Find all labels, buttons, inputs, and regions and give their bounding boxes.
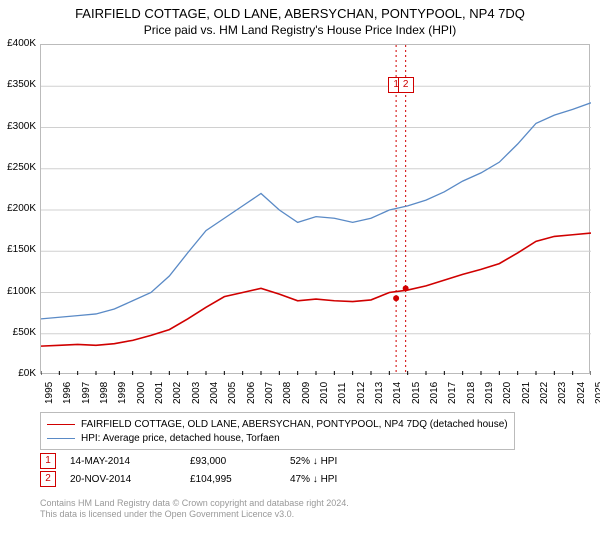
x-tick-label: 2008 — [282, 382, 293, 404]
y-tick-label: £50K — [0, 327, 36, 338]
x-tick-label: 2023 — [557, 382, 568, 404]
data-point-row: 1 14-MAY-2014£93,00052% ↓ HPI — [40, 452, 410, 470]
x-tick-label: 2019 — [484, 382, 495, 404]
x-tick-label: 1995 — [44, 382, 55, 404]
x-tick-label: 2012 — [356, 382, 367, 404]
data-point-date: 14-MAY-2014 — [70, 456, 190, 467]
chart-title: FAIRFIELD COTTAGE, OLD LANE, ABERSYCHAN,… — [0, 0, 600, 21]
x-tick-label: 2024 — [576, 382, 587, 404]
data-point-row: 2 20-NOV-2014£104,99547% ↓ HPI — [40, 470, 410, 488]
license-text: Contains HM Land Registry data © Crown c… — [40, 498, 349, 521]
data-point-price: £93,000 — [190, 456, 290, 467]
license-line-1: Contains HM Land Registry data © Crown c… — [40, 498, 349, 509]
license-line-2: This data is licensed under the Open Gov… — [40, 509, 349, 520]
x-tick-label: 2020 — [502, 382, 513, 404]
marker-number-box: 2 — [398, 77, 414, 93]
x-tick-label: 2011 — [337, 382, 348, 404]
y-tick-label: £300K — [0, 121, 36, 132]
x-tick-label: 2004 — [209, 382, 220, 404]
x-tick-label: 2002 — [172, 382, 183, 404]
x-tick-label: 2015 — [411, 382, 422, 404]
x-tick-label: 1996 — [62, 382, 73, 404]
x-tick-label: 1997 — [81, 382, 92, 404]
y-tick-label: £200K — [0, 203, 36, 214]
data-point-price: £104,995 — [190, 474, 290, 485]
data-point-diff: 52% ↓ HPI — [290, 456, 410, 467]
x-tick-label: 2000 — [136, 382, 147, 404]
data-point-diff: 47% ↓ HPI — [290, 474, 410, 485]
y-tick-label: £250K — [0, 162, 36, 173]
x-tick-label: 2025 — [594, 382, 600, 404]
x-tick-label: 2021 — [521, 382, 532, 404]
legend-row: FAIRFIELD COTTAGE, OLD LANE, ABERSYCHAN,… — [47, 417, 508, 431]
chart-subtitle: Price paid vs. HM Land Registry's House … — [0, 21, 600, 37]
x-tick-label: 2016 — [429, 382, 440, 404]
legend-row: HPI: Average price, detached house, Torf… — [47, 431, 508, 445]
chart-plot-area — [40, 44, 590, 374]
y-tick-label: £100K — [0, 286, 36, 297]
x-tick-label: 2022 — [539, 382, 550, 404]
x-tick-label: 2013 — [374, 382, 385, 404]
x-tick-label: 2006 — [246, 382, 257, 404]
x-tick-label: 2005 — [227, 382, 238, 404]
legend-swatch — [47, 424, 75, 425]
legend-swatch — [47, 438, 75, 439]
x-tick-label: 1998 — [99, 382, 110, 404]
x-tick-label: 2014 — [392, 382, 403, 404]
x-tick-label: 2010 — [319, 382, 330, 404]
y-tick-label: £0K — [0, 368, 36, 379]
x-tick-label: 2003 — [191, 382, 202, 404]
x-tick-label: 2017 — [447, 382, 458, 404]
data-point-marker: 1 — [40, 453, 56, 469]
y-tick-label: £350K — [0, 79, 36, 90]
legend-label: HPI: Average price, detached house, Torf… — [81, 433, 280, 444]
x-tick-label: 2001 — [154, 382, 165, 404]
data-point-date: 20-NOV-2014 — [70, 474, 190, 485]
y-tick-label: £400K — [0, 38, 36, 49]
data-points-table: 1 14-MAY-2014£93,00052% ↓ HPI 2 20-NOV-2014… — [40, 452, 410, 488]
y-tick-label: £150K — [0, 244, 36, 255]
data-point-marker: 2 — [40, 471, 56, 487]
x-tick-label: 2007 — [264, 382, 275, 404]
legend: FAIRFIELD COTTAGE, OLD LANE, ABERSYCHAN,… — [40, 412, 515, 450]
legend-label: FAIRFIELD COTTAGE, OLD LANE, ABERSYCHAN,… — [81, 419, 508, 430]
x-tick-label: 1999 — [117, 382, 128, 404]
x-tick-label: 2009 — [301, 382, 312, 404]
x-tick-label: 2018 — [466, 382, 477, 404]
